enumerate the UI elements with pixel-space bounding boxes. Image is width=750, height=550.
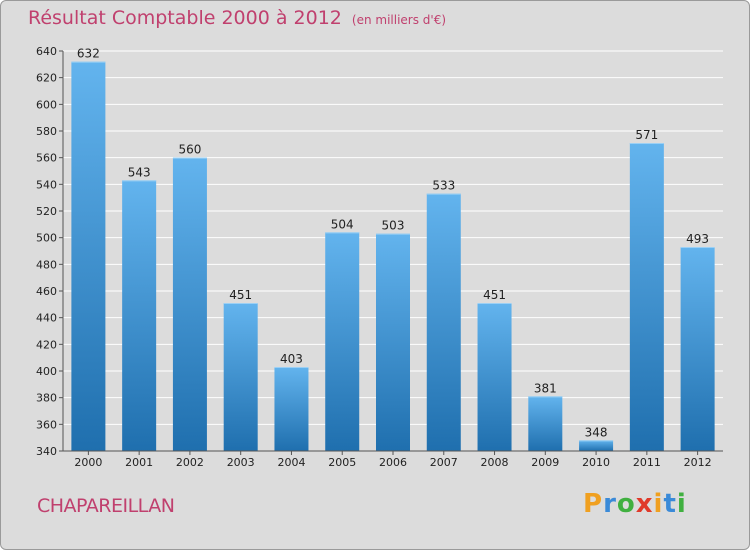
x-tick-label: 2012 [684,456,712,469]
place-name: CHAPAREILLAN [37,495,175,517]
x-tick-label: 2011 [633,456,661,469]
y-tick-label: 580 [36,125,57,138]
axes: 340 360 380 400 420 440 460 480 500 520 540 560 580 6… [36,45,723,469]
bar-2005 [325,232,360,451]
y-tick-label: 560 [36,152,57,165]
value-label: 493 [686,232,709,246]
y-tick-label: 360 [36,418,57,431]
x-tick-label: 2002 [176,456,204,469]
bar-2008 [477,303,512,451]
labels: 632 543 560 451 403 504 503 533 451 381 348 571 493 [77,47,709,440]
bar-2003 [223,303,258,451]
x-tick-label: 2004 [277,456,305,469]
bar-2011 [629,143,664,451]
y-tick-label: 480 [36,258,57,271]
x-tick-label: 2006 [379,456,407,469]
value-label: 451 [483,288,506,302]
x-tick-label: 2008 [481,456,509,469]
bar-2012 [680,247,715,451]
proxiti-logo: Proxiti [583,489,687,519]
logo-letter: x [635,489,654,519]
y-tick-label: 420 [36,338,57,351]
value-label: 571 [635,128,658,142]
y-tick-label: 600 [36,98,57,111]
bar-2000 [71,61,106,452]
x-tick-label: 2000 [74,456,102,469]
value-label: 403 [280,352,303,366]
x-tick-label: 2001 [125,456,153,469]
value-label: 560 [178,143,201,157]
y-tick-label: 500 [36,232,57,245]
x-tick-label: 2009 [531,456,559,469]
y-tick-label: 380 [36,392,57,405]
bar-2007 [426,193,461,451]
bar-2002 [172,157,207,451]
value-label: 381 [534,381,557,395]
y-tick-label: 340 [36,445,57,458]
y-tick-label: 640 [36,45,57,58]
value-label: 451 [229,288,252,302]
x-tick-label: 2005 [328,456,356,469]
x-tick-label: 2007 [430,456,458,469]
bar-2004 [274,367,309,451]
value-label: 543 [128,165,151,179]
chart-title-main: Résultat Comptable 2000 à 2012 [28,7,342,29]
y-tick-label: 400 [36,365,57,378]
logo-letter: i [653,489,664,519]
y-tick-label: 440 [36,312,57,325]
value-label: 533 [432,179,455,193]
value-label: 632 [77,47,100,61]
y-tick-label: 540 [36,178,57,191]
y-tick-label: 460 [36,285,57,298]
logo-letter: P [583,489,604,519]
bar-2009 [528,396,563,451]
y-tick-label: 620 [36,72,57,85]
y-tick-label: 520 [36,205,57,218]
logo-letter: i [676,489,687,519]
value-label: 503 [382,219,405,233]
chart-subtitle: (en milliers d'€) [351,13,447,27]
value-label: 348 [585,425,608,439]
bar-2010 [579,440,614,451]
logo-letter: t [663,489,677,519]
bars [71,61,715,452]
bar-2006 [376,233,410,451]
logo-letter: r [603,489,617,519]
x-tick-label: 2010 [582,456,610,469]
chart-title: Résultat Comptable 2000 à 2012 (en millie… [28,7,446,29]
logo-letter: o [616,489,636,519]
value-label: 504 [331,217,354,231]
bar-2001 [122,180,157,452]
x-tick-label: 2003 [227,456,255,469]
